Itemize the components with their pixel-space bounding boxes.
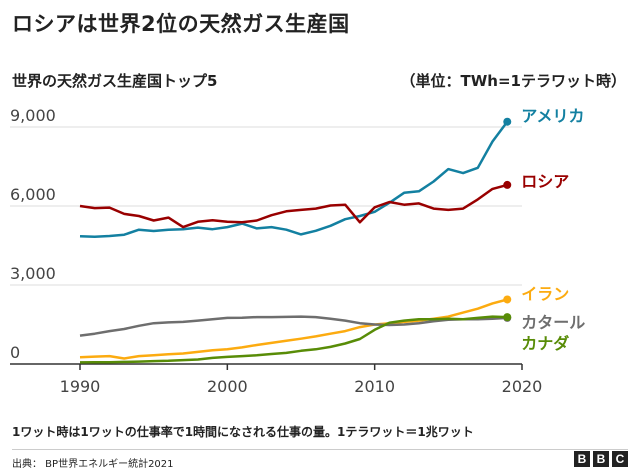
logo-letter: C bbox=[612, 451, 628, 467]
series-end-dot bbox=[503, 180, 512, 189]
series-line bbox=[79, 315, 508, 364]
y-tick-label: 9,000 bbox=[10, 106, 56, 125]
x-tick-label: 2010 bbox=[354, 377, 395, 396]
series-end-dot bbox=[503, 313, 512, 322]
y-tick-label: 3,000 bbox=[10, 264, 56, 283]
series-label: ロシア bbox=[521, 172, 569, 191]
series-label: カナダ bbox=[521, 334, 569, 353]
x-tick-label: 2020 bbox=[502, 377, 543, 396]
series-end-dot bbox=[503, 295, 512, 304]
series-label: イラン bbox=[521, 284, 569, 303]
series-line bbox=[79, 298, 508, 360]
logo-letter: B bbox=[574, 451, 590, 467]
chart-subtitle: 世界の天然ガス生産国トップ5 bbox=[12, 72, 218, 90]
source-credit: 出典： BP世界エネルギー統計2021 bbox=[12, 459, 174, 470]
chart-title: ロシアは世界2位の天然ガス生産国 bbox=[12, 12, 350, 36]
x-tick-label: 2000 bbox=[207, 377, 248, 396]
series-label: カタール bbox=[521, 313, 585, 332]
y-tick-label: 0 bbox=[10, 343, 20, 362]
bbc-logo: B B C bbox=[574, 451, 628, 467]
series-end-dot bbox=[503, 117, 512, 126]
series-line bbox=[79, 120, 509, 239]
logo-letter: B bbox=[593, 451, 609, 467]
unit-label: （単位：TWh=1テラワット時） bbox=[400, 72, 626, 90]
series-label: アメリカ bbox=[521, 107, 584, 126]
series-line bbox=[79, 183, 508, 229]
x-tick-label: 1990 bbox=[60, 377, 101, 396]
footnote: 1ワット時は1ワットの仕事率で1時間になされる仕事の量。1テラワット＝1兆ワット bbox=[12, 425, 474, 439]
series-line bbox=[79, 315, 508, 337]
divider bbox=[12, 449, 628, 450]
y-tick-label: 6,000 bbox=[10, 185, 56, 204]
